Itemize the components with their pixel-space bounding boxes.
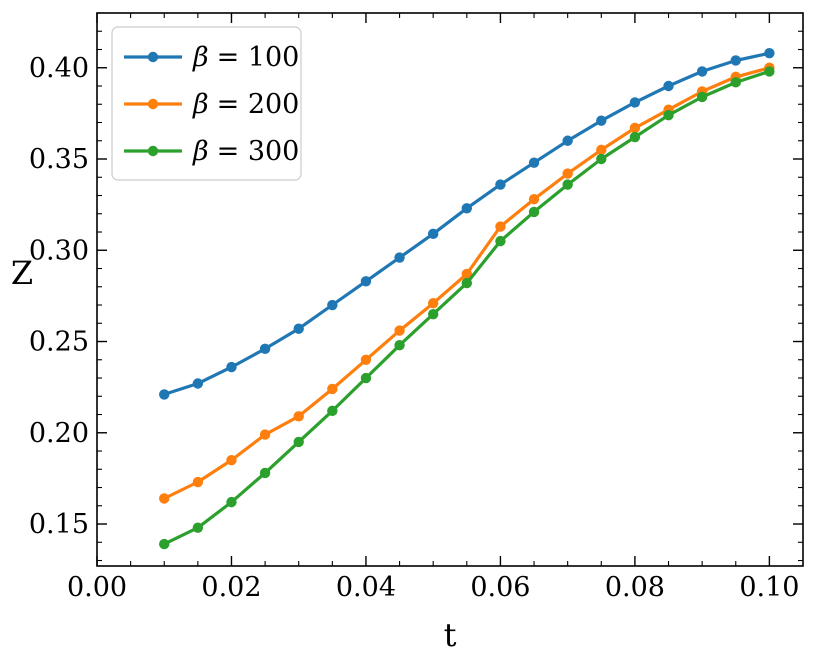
data-point — [562, 135, 573, 146]
y-tick-label: 0.25 — [29, 327, 89, 358]
data-point — [764, 66, 775, 77]
legend-item: β = 300 — [124, 136, 299, 167]
legend-value: = 100 — [217, 42, 300, 73]
x-tick-label: 0.08 — [605, 572, 665, 603]
data-point — [192, 522, 204, 533]
legend-symbol: β — [192, 136, 209, 167]
legend-item: β = 100 — [124, 42, 299, 73]
data-point — [461, 203, 473, 214]
series-1 — [159, 47, 775, 400]
data-point — [226, 361, 237, 373]
data-point — [159, 493, 170, 504]
data-point — [394, 325, 405, 336]
data-point — [327, 405, 338, 417]
y-tick-label: 0.15 — [29, 509, 89, 540]
y-tick-label: 0.35 — [29, 144, 89, 175]
data-point — [226, 454, 237, 466]
x-tick-label: 0.04 — [336, 572, 396, 603]
data-point — [360, 276, 372, 287]
legend-label: β = 300 — [192, 136, 299, 167]
legend-swatch-marker — [147, 51, 159, 63]
legend-swatch-marker — [147, 98, 159, 110]
data-point — [629, 97, 641, 108]
legend-value: = 200 — [217, 89, 300, 120]
data-point — [495, 235, 506, 247]
data-point — [696, 66, 708, 77]
data-point — [259, 343, 271, 355]
legend-box — [111, 26, 302, 181]
plot-area — [96, 12, 804, 567]
data-point — [663, 110, 674, 121]
data-point — [629, 122, 641, 134]
x-tick-label: 0.10 — [739, 572, 799, 603]
legend-value: = 300 — [217, 136, 300, 167]
data-point — [226, 496, 237, 508]
legend-swatch-marker — [147, 145, 159, 157]
data-point — [192, 378, 204, 389]
data-point — [495, 179, 506, 190]
data-point — [562, 168, 573, 179]
legend-label: β = 200 — [192, 89, 299, 120]
data-point — [596, 115, 607, 126]
series-2 — [159, 62, 775, 504]
x-tick-label: 0.02 — [201, 572, 261, 603]
data-point — [360, 354, 372, 365]
data-point — [394, 339, 405, 351]
data-point — [427, 308, 439, 320]
data-point — [327, 383, 338, 395]
data-point — [360, 372, 372, 384]
y-tick-label: 0.40 — [29, 53, 89, 84]
data-point — [528, 193, 540, 205]
data-point — [293, 436, 304, 448]
data-point — [764, 47, 775, 59]
data-point — [629, 131, 641, 143]
x-tick-label: 0.06 — [470, 572, 530, 603]
legend: β = 100 β = 200 β = 300 — [111, 26, 302, 181]
data-point — [596, 153, 607, 165]
data-point — [327, 299, 338, 311]
y-tick-label: 0.20 — [29, 418, 89, 449]
series-layer — [159, 47, 775, 550]
data-point — [259, 467, 271, 479]
data-point — [528, 206, 540, 218]
x-tick-label: 0.00 — [67, 572, 127, 603]
legend-symbol: β — [192, 42, 209, 73]
legend-item: β = 200 — [124, 89, 299, 120]
data-point — [562, 179, 573, 190]
x-axis-title: t — [444, 616, 457, 654]
data-point — [495, 221, 506, 232]
data-point — [159, 538, 170, 550]
data-point — [730, 77, 741, 88]
series-3 — [159, 66, 775, 550]
data-point — [159, 389, 170, 400]
plot-frame — [96, 12, 804, 567]
data-point — [528, 157, 540, 168]
data-point — [293, 323, 304, 334]
data-point — [696, 91, 708, 103]
y-axis-title: Z — [11, 254, 33, 292]
data-point — [596, 144, 607, 156]
y-tick-label: 0.30 — [29, 235, 89, 266]
data-point — [663, 80, 674, 92]
data-point — [293, 411, 304, 422]
data-point — [461, 268, 473, 280]
legend-label: β = 100 — [192, 42, 299, 73]
data-point — [730, 55, 741, 66]
data-point — [427, 228, 439, 240]
legend-symbol: β — [192, 89, 209, 120]
x-axis-ticks: 0.00 0.02 0.04 0.06 0.08 0.10 — [67, 13, 799, 603]
y-axis-ticks: 0.15 0.20 0.25 0.30 0.35 0.40 — [29, 12, 803, 562]
data-point — [192, 476, 204, 488]
data-point — [427, 297, 439, 309]
data-point — [394, 252, 405, 263]
data-point — [259, 429, 271, 440]
data-point — [461, 277, 473, 289]
